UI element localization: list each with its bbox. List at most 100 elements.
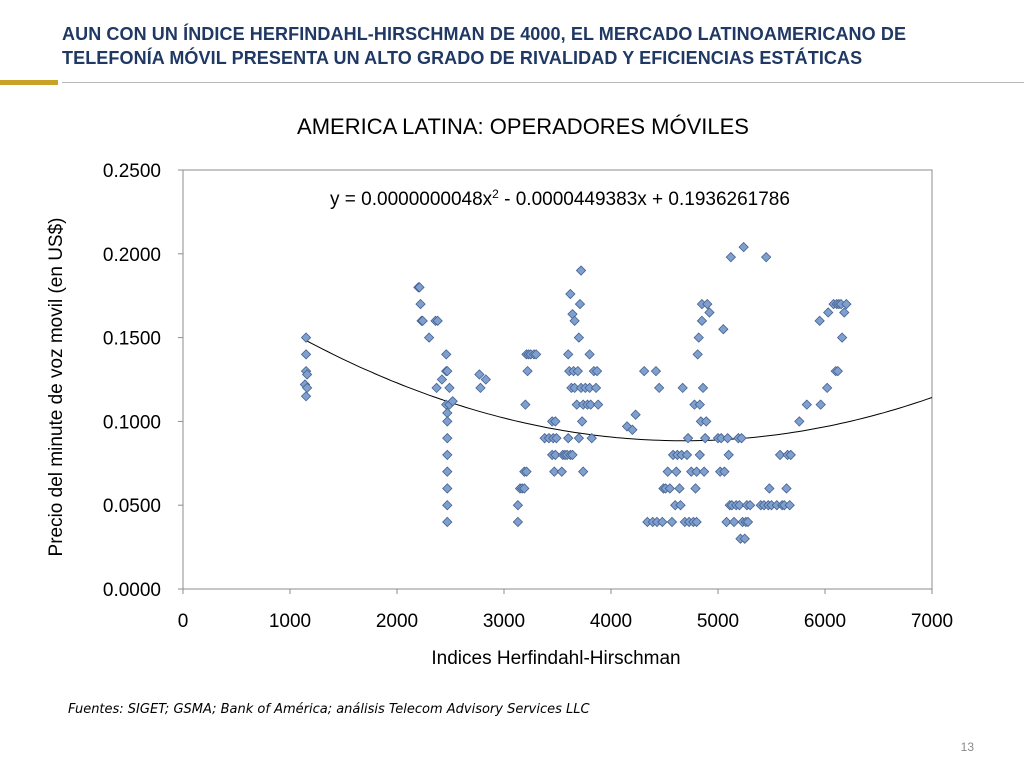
data-point (415, 298, 426, 310)
data-point (578, 466, 589, 477)
data-point (832, 365, 844, 377)
data-point (431, 382, 442, 394)
data-point (585, 399, 596, 410)
data-point (575, 265, 587, 276)
data-point (734, 500, 745, 511)
data-point (556, 466, 567, 477)
source-note: Fuentes: SIGET; GSMA; Bank of América; a… (68, 702, 590, 717)
data-point (694, 399, 705, 410)
data-point (671, 466, 682, 477)
data-point (723, 449, 734, 461)
data-point (574, 298, 586, 310)
data-point (591, 365, 603, 377)
data-point (760, 251, 772, 263)
data-point (692, 349, 703, 360)
y-tick-label: 0.0000 (103, 580, 161, 601)
data-point (736, 432, 747, 444)
data-point (701, 416, 712, 427)
x-tick-label: 4000 (590, 611, 632, 632)
data-point (442, 500, 453, 511)
data-point (447, 396, 458, 407)
data-point (414, 282, 425, 293)
data-point (728, 516, 740, 528)
data-point (572, 365, 583, 377)
equation-part-2: - 0.0000449383x + 0.1936261786 (499, 189, 790, 210)
data-point (441, 349, 452, 360)
data-point (475, 382, 486, 394)
data-point (567, 449, 578, 461)
equation-part-1: y = 0.0000000048x (330, 189, 493, 210)
data-point (682, 432, 694, 444)
data-point (592, 399, 604, 410)
data-point (801, 399, 812, 410)
data-point (573, 332, 585, 343)
data-point (565, 288, 576, 300)
trendline-equation: y = 0.0000000048x2 - 0.0000449383x + 0.1… (330, 187, 790, 210)
data-point (512, 500, 524, 511)
data-point (444, 382, 455, 394)
data-point (586, 432, 597, 444)
data-point (442, 365, 453, 377)
data-point (423, 332, 435, 343)
data-point (691, 466, 702, 477)
data-point (742, 516, 754, 528)
data-point (697, 382, 709, 394)
y-tick-label: 0.1500 (103, 329, 161, 350)
y-tick-label: 0.0500 (103, 496, 161, 517)
data-point (677, 382, 688, 394)
data-point (823, 307, 834, 318)
data-point (584, 349, 595, 360)
equation-exponent: 2 (492, 187, 499, 201)
x-tick-label: 0 (178, 611, 189, 632)
data-point (784, 500, 795, 511)
x-tick-label: 3000 (483, 611, 525, 632)
trendline (305, 340, 933, 442)
scatter-chart: AMERICA LATINA: OPERADORES MÓVILES 0.000… (46, 114, 953, 669)
x-tick-label: 7000 (911, 611, 953, 632)
data-point (704, 307, 715, 318)
data-point (442, 516, 453, 528)
data-point (432, 315, 443, 327)
x-axis-label: Indices Herfindahl-Hirschman (431, 648, 680, 669)
data-point (839, 307, 850, 318)
data-point (630, 409, 641, 420)
data-point (653, 382, 665, 394)
data-point (521, 466, 532, 477)
data-point (814, 315, 825, 327)
data-point (300, 332, 312, 343)
data-point (442, 416, 453, 427)
data-point (650, 365, 662, 377)
data-point (696, 315, 708, 327)
data-point (744, 500, 756, 511)
data-point (781, 483, 792, 494)
heading-line-1: AUN CON UN ÍNDICE HERFINDAHL-HIRSCHMAN D… (62, 24, 907, 44)
data-point (666, 516, 678, 528)
plot-area (182, 169, 933, 590)
heading-line-2: TELEFONÍA MÓVIL PRESENTA UN ALTO GRADO D… (62, 48, 863, 68)
data-point (563, 349, 574, 360)
data-point (474, 369, 485, 380)
data-point (522, 365, 533, 377)
data-point (550, 416, 561, 427)
data-point (301, 369, 313, 380)
data-point (841, 298, 852, 310)
data-point (764, 483, 775, 494)
data-point (512, 516, 524, 528)
data-point (662, 466, 673, 477)
data-point (550, 449, 561, 461)
accent-bar (0, 80, 58, 85)
page-number: 13 (960, 740, 974, 754)
data-point (551, 432, 562, 444)
data-point (718, 324, 729, 335)
data-point (725, 251, 737, 263)
data-point (664, 483, 676, 494)
data-point (690, 483, 701, 494)
data-point (519, 483, 530, 494)
data-point (563, 432, 574, 444)
data-point (719, 466, 730, 477)
data-point (573, 432, 585, 444)
heading-divider (62, 82, 1024, 83)
x-tick-label: 5000 (697, 611, 739, 632)
data-point (794, 416, 805, 427)
data-point (442, 432, 453, 444)
